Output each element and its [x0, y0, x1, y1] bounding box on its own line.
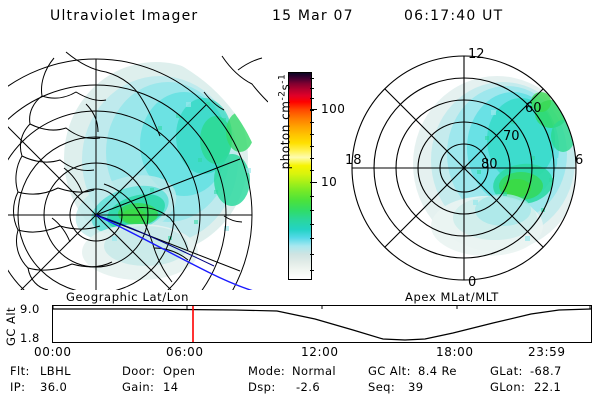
orbit-ytick-high: 9.0	[20, 302, 40, 316]
status-dsp-value: -2.6	[296, 380, 321, 394]
colorbar-label-100: 100	[321, 102, 346, 116]
status-seq-value: 39	[408, 380, 424, 394]
observation-time: 06:17:40 UT	[404, 8, 504, 24]
apex-plot-canvas: 12 18 6 0 60 70 80	[345, 47, 583, 290]
colorbar-unit-exp2: -1	[277, 73, 288, 84]
mlt-label-6: 6	[575, 153, 583, 168]
orbit-altitude-strip[interactable]: Alt GC 9.0 1.8 00:00 06:00 12:00 18:00	[0, 300, 600, 359]
orbit-ylabel-gc: GC	[4, 328, 18, 346]
mlt-label-18: 18	[345, 153, 362, 168]
orbit-ytick-low: 1.8	[20, 331, 40, 345]
mlt-label-0: 0	[468, 275, 476, 290]
status-gcalt-key: GC Alt:	[368, 364, 411, 378]
mlat-label-70: 70	[503, 129, 520, 144]
status-mode-key: Mode:	[248, 364, 286, 378]
status-glon-key: GLon:	[490, 380, 526, 394]
time-label-2359: 23:59	[528, 345, 566, 359]
apex-polar-plot[interactable]: 12 18 6 0 60 70 80	[335, 40, 593, 292]
aurora-emission-layer	[64, 62, 254, 280]
geographic-polar-plot[interactable]	[8, 40, 268, 290]
colorbar-unit-photon: photon cm	[278, 100, 293, 170]
colorbar-label-10: 10	[321, 175, 338, 189]
status-mode-value: Normal	[292, 364, 337, 378]
antarctica-coastline	[13, 51, 268, 290]
status-ip-value: 36.0	[40, 380, 68, 394]
colorbar-ticks: 100 10	[310, 72, 345, 278]
geographic-plot-caption: Geographic Lat/Lon	[66, 290, 190, 304]
apex-mlat-labels: 60 70 80	[481, 101, 542, 172]
apex-mlt-labels: 12 18 6 0	[345, 47, 583, 290]
status-ip-key: IP:	[10, 380, 26, 394]
status-flt-key: Flt:	[10, 364, 30, 378]
geographic-plot-canvas	[8, 51, 268, 290]
status-seq-key: Seq:	[368, 380, 396, 394]
status-gain-key: Gain:	[122, 380, 155, 394]
apex-aurora-layer	[413, 76, 576, 256]
status-footer: Flt: LBHL Door: Open Mode: Normal GC Alt…	[0, 364, 600, 398]
time-label-0000: 00:00	[34, 345, 72, 359]
orbit-altitude-curve	[53, 306, 591, 342]
instrument-title: Ultraviolet Imager	[50, 8, 199, 24]
colorbar-unit-exp1: -2	[277, 90, 288, 101]
geographic-graticule	[8, 58, 253, 290]
status-flt-value: LBHL	[40, 364, 71, 378]
status-dsp-key: Dsp:	[248, 380, 276, 394]
time-label-1200: 12:00	[301, 345, 339, 359]
mlat-label-80: 80	[481, 157, 498, 172]
colorbar-group: 100 10 photon cm-2s-1	[268, 55, 345, 295]
orbit-ground-track	[95, 214, 253, 290]
orbit-plot-box[interactable]	[52, 305, 592, 343]
status-glat-value: -68.7	[530, 364, 562, 378]
header-bar: Ultraviolet Imager 15 Mar 07 06:17:40 UT	[0, 8, 600, 30]
apex-plot-caption: Apex MLat/MLT	[405, 290, 499, 304]
status-gain-value: 14	[163, 380, 179, 394]
orbit-ylabel-alt: Alt	[4, 306, 18, 324]
mlat-label-60: 60	[525, 101, 542, 116]
time-axis-labels: 00:00 06:00 12:00 18:00 23:59	[0, 345, 600, 365]
colorbar-axis-label: photon cm-2s-1	[264, 70, 307, 200]
colorbar-unit-s: s	[278, 83, 293, 91]
apex-graticule	[351, 55, 577, 281]
status-gcalt-value: 8.4 Re	[418, 364, 457, 378]
observation-date: 15 Mar 07	[272, 8, 354, 24]
mlt-label-12: 12	[468, 47, 485, 62]
status-door-value: Open	[163, 364, 196, 378]
colorbar-gradient	[288, 72, 312, 280]
time-label-1800: 18:00	[436, 345, 474, 359]
time-label-0600: 06:00	[166, 345, 204, 359]
status-door-key: Door:	[122, 364, 156, 378]
status-glat-key: GLat:	[490, 364, 523, 378]
status-glon-value: 22.1	[534, 380, 562, 394]
